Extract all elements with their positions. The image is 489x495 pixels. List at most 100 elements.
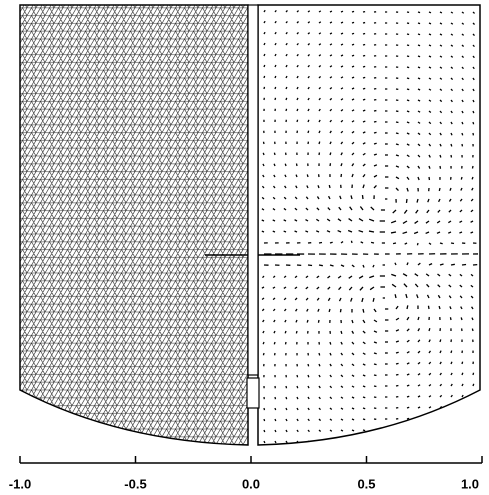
flow-vector [470, 231, 474, 234]
flow-vector [439, 77, 443, 80]
flow-vector [272, 297, 276, 301]
flow-vector [272, 185, 276, 189]
flow-vector [450, 99, 453, 103]
flow-vector [285, 108, 288, 112]
flow-vector [362, 407, 366, 410]
flow-vector [273, 163, 276, 167]
flow-vector [296, 21, 299, 24]
flow-vector [406, 262, 409, 266]
flow-vector [450, 33, 454, 36]
flow-vector [416, 294, 419, 299]
flow-vector [406, 176, 410, 181]
flow-vector [395, 165, 400, 168]
flow-vector [329, 352, 332, 356]
flow-vector [263, 418, 266, 422]
flow-vector [318, 119, 321, 123]
flow-vector [351, 98, 355, 101]
flow-vector [428, 395, 432, 398]
flow-vector [461, 372, 464, 376]
flow-vector [318, 418, 322, 422]
flow-vector [406, 373, 410, 376]
x-tick-label: -1.0 [9, 476, 31, 491]
flow-vector [340, 54, 344, 57]
flow-vector [471, 306, 474, 310]
flow-vector [362, 142, 366, 145]
flow-vector [340, 363, 344, 367]
flow-vector [395, 176, 400, 180]
flow-vector [274, 429, 277, 433]
flow-vector [417, 176, 420, 181]
flow-vector [372, 264, 375, 268]
flow-vector [450, 11, 454, 14]
flow-vector [307, 396, 310, 400]
flow-vector [362, 131, 366, 134]
flow-vector [318, 43, 322, 46]
flow-vector [326, 230, 331, 233]
flow-vector [307, 86, 310, 90]
flow-vector [295, 319, 298, 323]
flow-vector [461, 66, 464, 70]
flow-vector [329, 87, 333, 90]
flow-vector [318, 54, 322, 57]
flow-vector [262, 174, 265, 178]
flow-vector [351, 130, 355, 134]
flow-vector [307, 418, 310, 422]
flow-vector [263, 20, 266, 24]
flow-vector [428, 121, 432, 125]
flow-vector [261, 308, 265, 312]
flow-vector [391, 283, 397, 288]
flow-vector [351, 10, 355, 13]
flow-vector [428, 263, 433, 266]
flow-vector [284, 185, 287, 189]
flow-vector [362, 341, 366, 345]
flow-vector [415, 209, 419, 214]
flow-vector [428, 328, 431, 332]
flow-vector [329, 264, 334, 267]
flow-vector [327, 195, 331, 200]
flow-vector [359, 206, 364, 211]
flow-vector [461, 22, 465, 25]
flow-vector [461, 110, 464, 114]
flow-vector [361, 297, 364, 303]
flow-vector [362, 330, 366, 334]
flow-vector [428, 132, 432, 136]
flow-vector [362, 374, 366, 377]
flow-vector [296, 108, 299, 112]
flow-vector [459, 295, 463, 299]
flow-vector [261, 196, 265, 200]
flow-vector [351, 407, 355, 410]
flow-vector [350, 240, 353, 244]
flow-vector [439, 143, 442, 147]
flow-vector [284, 330, 287, 334]
flow-vector [340, 418, 344, 421]
flow-vector [263, 429, 266, 433]
flow-vector [439, 55, 443, 58]
flow-vector [358, 217, 364, 222]
flow-vector [274, 20, 277, 24]
flow-vector [318, 264, 323, 267]
mesh-panel [19, 4, 249, 446]
flow-vector [307, 108, 310, 112]
flow-vector [284, 174, 287, 178]
flow-vector [368, 218, 375, 222]
flow-vector [305, 196, 309, 200]
flow-vector [261, 208, 265, 211]
x-tick-label: 1.0 [461, 476, 479, 491]
flow-vector [351, 32, 355, 35]
flow-vector [329, 141, 332, 145]
flow-vector [307, 21, 311, 24]
flow-vector [318, 407, 321, 411]
flow-vector [472, 22, 475, 25]
flow-vector [351, 173, 354, 178]
flow-vector [472, 88, 475, 92]
flow-vector [428, 143, 432, 147]
flow-vector [436, 231, 441, 234]
flow-vector [428, 154, 431, 158]
flow-vector [261, 219, 265, 222]
flow-vector [316, 286, 320, 290]
flow-vector [417, 99, 421, 102]
flow-vector [274, 86, 277, 90]
flow-vector [362, 98, 366, 101]
flow-vector [272, 308, 276, 312]
flow-vector [351, 141, 355, 145]
